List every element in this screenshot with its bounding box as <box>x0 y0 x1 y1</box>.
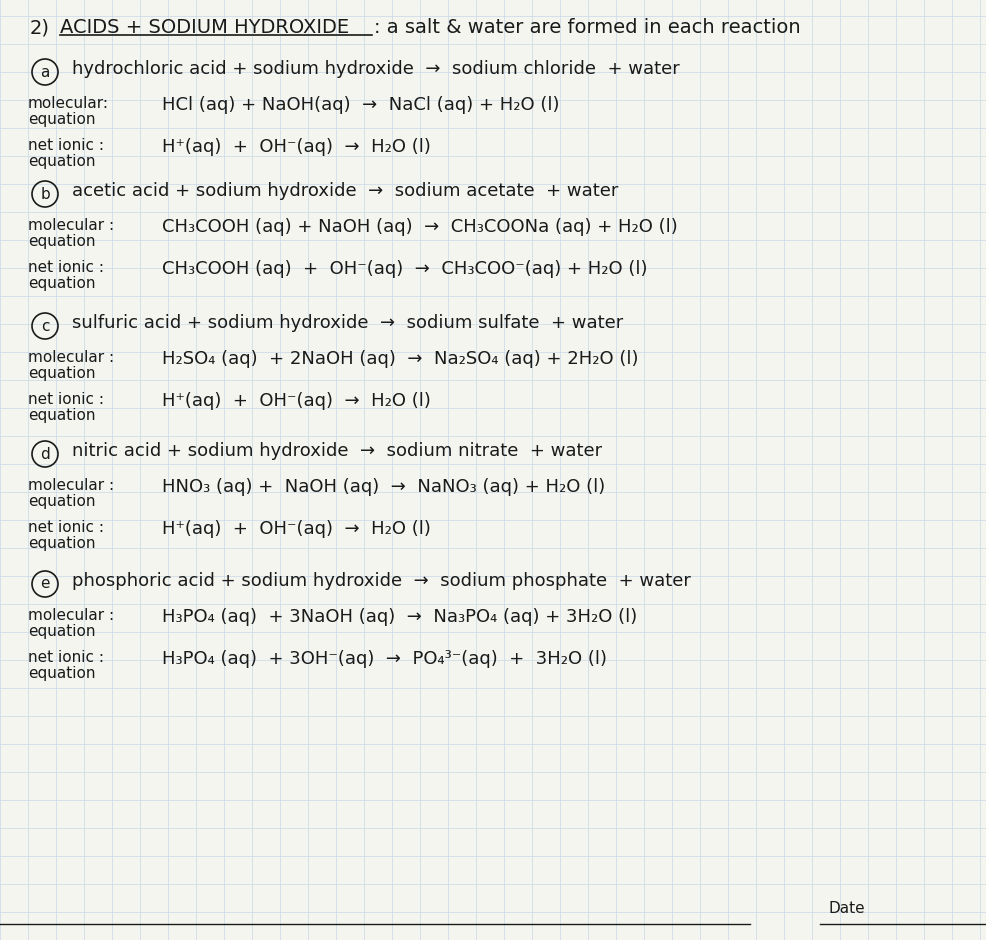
Text: net ionic :: net ionic : <box>28 650 104 665</box>
Text: phosphoric acid + sodium hydroxide  →  sodium phosphate  + water: phosphoric acid + sodium hydroxide → sod… <box>72 572 691 590</box>
Text: net ionic :: net ionic : <box>28 138 104 153</box>
Text: sulfuric acid + sodium hydroxide  →  sodium sulfate  + water: sulfuric acid + sodium hydroxide → sodiu… <box>72 314 623 332</box>
Text: a: a <box>40 65 49 80</box>
Text: CH₃COOH (aq)  +  OH⁻(aq)  →  CH₃COO⁻(aq) + H₂O (l): CH₃COOH (aq) + OH⁻(aq) → CH₃COO⁻(aq) + H… <box>162 260 648 278</box>
Text: equation: equation <box>28 494 96 509</box>
Text: HCl (aq) + NaOH(aq)  →  NaCl (aq) + H₂O (l): HCl (aq) + NaOH(aq) → NaCl (aq) + H₂O (l… <box>162 96 559 114</box>
Text: equation: equation <box>28 276 96 291</box>
Text: acetic acid + sodium hydroxide  →  sodium acetate  + water: acetic acid + sodium hydroxide → sodium … <box>72 182 618 200</box>
Text: equation: equation <box>28 624 96 639</box>
Text: H⁺(aq)  +  OH⁻(aq)  →  H₂O (l): H⁺(aq) + OH⁻(aq) → H₂O (l) <box>162 520 431 538</box>
Text: equation: equation <box>28 408 96 423</box>
Text: : a salt & water are formed in each reaction: : a salt & water are formed in each reac… <box>374 18 801 37</box>
Text: net ionic :: net ionic : <box>28 392 104 407</box>
Text: hydrochloric acid + sodium hydroxide  →  sodium chloride  + water: hydrochloric acid + sodium hydroxide → s… <box>72 60 679 78</box>
Text: CH₃COOH (aq) + NaOH (aq)  →  CH₃COONa (aq) + H₂O (l): CH₃COOH (aq) + NaOH (aq) → CH₃COONa (aq)… <box>162 218 677 236</box>
Text: e: e <box>40 576 49 591</box>
Text: net ionic :: net ionic : <box>28 260 104 275</box>
Text: equation: equation <box>28 154 96 169</box>
Text: 2): 2) <box>30 18 50 37</box>
Text: b: b <box>40 186 50 201</box>
Text: nitric acid + sodium hydroxide  →  sodium nitrate  + water: nitric acid + sodium hydroxide → sodium … <box>72 442 602 460</box>
Text: H₃PO₄ (aq)  + 3NaOH (aq)  →  Na₃PO₄ (aq) + 3H₂O (l): H₃PO₄ (aq) + 3NaOH (aq) → Na₃PO₄ (aq) + … <box>162 608 637 626</box>
Text: c: c <box>40 319 49 334</box>
Text: molecular :: molecular : <box>28 608 114 623</box>
Text: HNO₃ (aq) +  NaOH (aq)  →  NaNO₃ (aq) + H₂O (l): HNO₃ (aq) + NaOH (aq) → NaNO₃ (aq) + H₂O… <box>162 478 605 496</box>
Text: molecular:: molecular: <box>28 96 109 111</box>
Text: molecular :: molecular : <box>28 350 114 365</box>
Text: equation: equation <box>28 666 96 681</box>
Text: d: d <box>40 446 50 462</box>
Text: equation: equation <box>28 536 96 551</box>
Text: equation: equation <box>28 234 96 249</box>
Text: ACIDS + SODIUM HYDROXIDE: ACIDS + SODIUM HYDROXIDE <box>60 18 349 37</box>
Text: H⁺(aq)  +  OH⁻(aq)  →  H₂O (l): H⁺(aq) + OH⁻(aq) → H₂O (l) <box>162 392 431 410</box>
Text: Date: Date <box>828 901 865 916</box>
Text: H₂SO₄ (aq)  + 2NaOH (aq)  →  Na₂SO₄ (aq) + 2H₂O (l): H₂SO₄ (aq) + 2NaOH (aq) → Na₂SO₄ (aq) + … <box>162 350 639 368</box>
Text: H⁺(aq)  +  OH⁻(aq)  →  H₂O (l): H⁺(aq) + OH⁻(aq) → H₂O (l) <box>162 138 431 156</box>
Text: molecular :: molecular : <box>28 218 114 233</box>
Text: molecular :: molecular : <box>28 478 114 493</box>
Text: H₃PO₄ (aq)  + 3OH⁻(aq)  →  PO₄³⁻(aq)  +  3H₂O (l): H₃PO₄ (aq) + 3OH⁻(aq) → PO₄³⁻(aq) + 3H₂O… <box>162 650 607 668</box>
Text: equation: equation <box>28 366 96 381</box>
Text: equation: equation <box>28 112 96 127</box>
Text: net ionic :: net ionic : <box>28 520 104 535</box>
